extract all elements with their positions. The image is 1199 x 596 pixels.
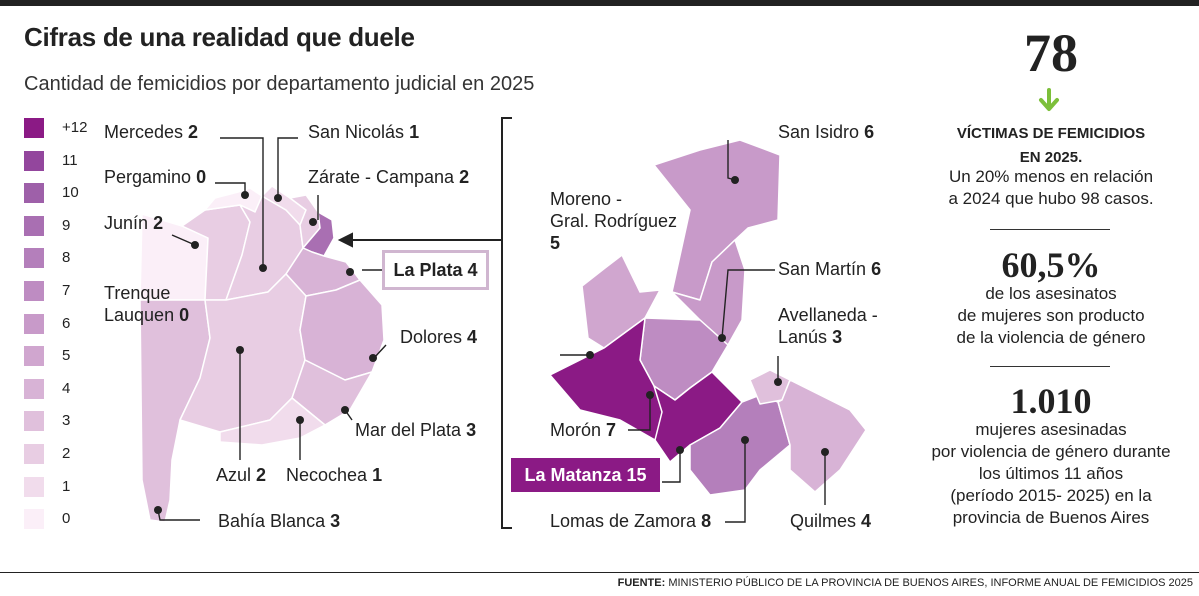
- label-moreno: Moreno - Gral. Rodríguez 5: [550, 188, 677, 254]
- total-number: 1.010: [916, 380, 1186, 422]
- label-moron: Morón 7: [550, 419, 616, 441]
- label-avellaneda: Avellaneda - Lanús 3: [778, 304, 878, 348]
- label-mercedes: Mercedes 2: [104, 121, 198, 143]
- label-mar-del-plata: Mar del Plata 3: [355, 419, 476, 441]
- separator-1: [990, 229, 1110, 230]
- label-la-matanza: La Matanza 15: [511, 458, 660, 492]
- total-text: mujeres asesinadas por violencia de géner…: [916, 419, 1186, 529]
- label-quilmes: Quilmes 4: [790, 510, 871, 532]
- label-azul: Azul 2: [216, 464, 266, 486]
- label-dolores: Dolores 4: [400, 326, 477, 348]
- victims-text: Un 20% menos en relación a 2024 que hubo …: [916, 166, 1186, 210]
- pct-number: 60,5%: [916, 244, 1186, 286]
- label-bahia-blanca: Bahía Blanca 3: [218, 510, 340, 532]
- label-san-nicolas: San Nicolás 1: [308, 121, 419, 143]
- label-trenque-lauquen: Trenque Lauquen 0: [104, 282, 189, 326]
- region-quilmes: [778, 380, 866, 492]
- label-lomas-de-zamora: Lomas de Zamora 8: [550, 510, 711, 532]
- label-san-martin: San Martín 6: [778, 258, 881, 280]
- source: FUENTE: MINISTERIO PÚBLICO DE LA PROVINC…: [618, 577, 1193, 589]
- label-la-plata: La Plata 4: [382, 250, 489, 290]
- arrow-down-icon: [1038, 88, 1060, 114]
- separator-2: [990, 366, 1110, 367]
- label-pergamino: Pergamino 0: [104, 166, 206, 188]
- pct-text: de los asesinatos de mujeres son producto…: [916, 283, 1186, 349]
- label-necochea: Necochea 1: [286, 464, 382, 486]
- label-junin: Junín 2: [104, 212, 163, 234]
- victims-caption: VÍCTIMAS DE FEMICIDIOS EN 2025.: [916, 122, 1186, 170]
- label-zarate: Zárate - Campana 2: [308, 166, 469, 188]
- victims-number: 78: [916, 22, 1186, 84]
- label-san-isidro: San Isidro 6: [778, 121, 874, 143]
- footer-rule: [0, 572, 1199, 573]
